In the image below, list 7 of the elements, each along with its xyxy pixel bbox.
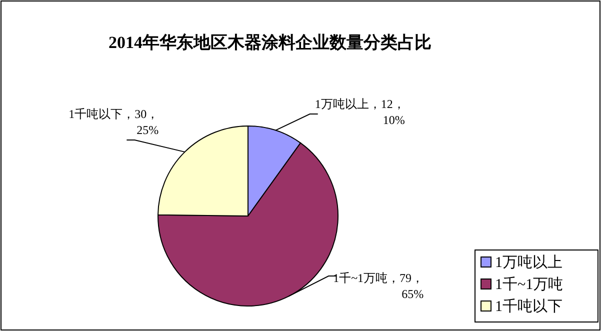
legend-label: 1千~1万吨: [495, 276, 564, 293]
chart-title: 2014年华东地区木器涂料企业数量分类占比: [108, 33, 432, 52]
data-label: 1千~1万吨，79，65%: [333, 271, 424, 301]
data-label: 1千吨以下，30，25%: [68, 107, 159, 137]
legend-label: 1千吨以下: [495, 298, 562, 315]
legend-label: 1万吨以上: [495, 254, 562, 271]
data-label: 1万吨以上，12，10%: [314, 97, 405, 127]
